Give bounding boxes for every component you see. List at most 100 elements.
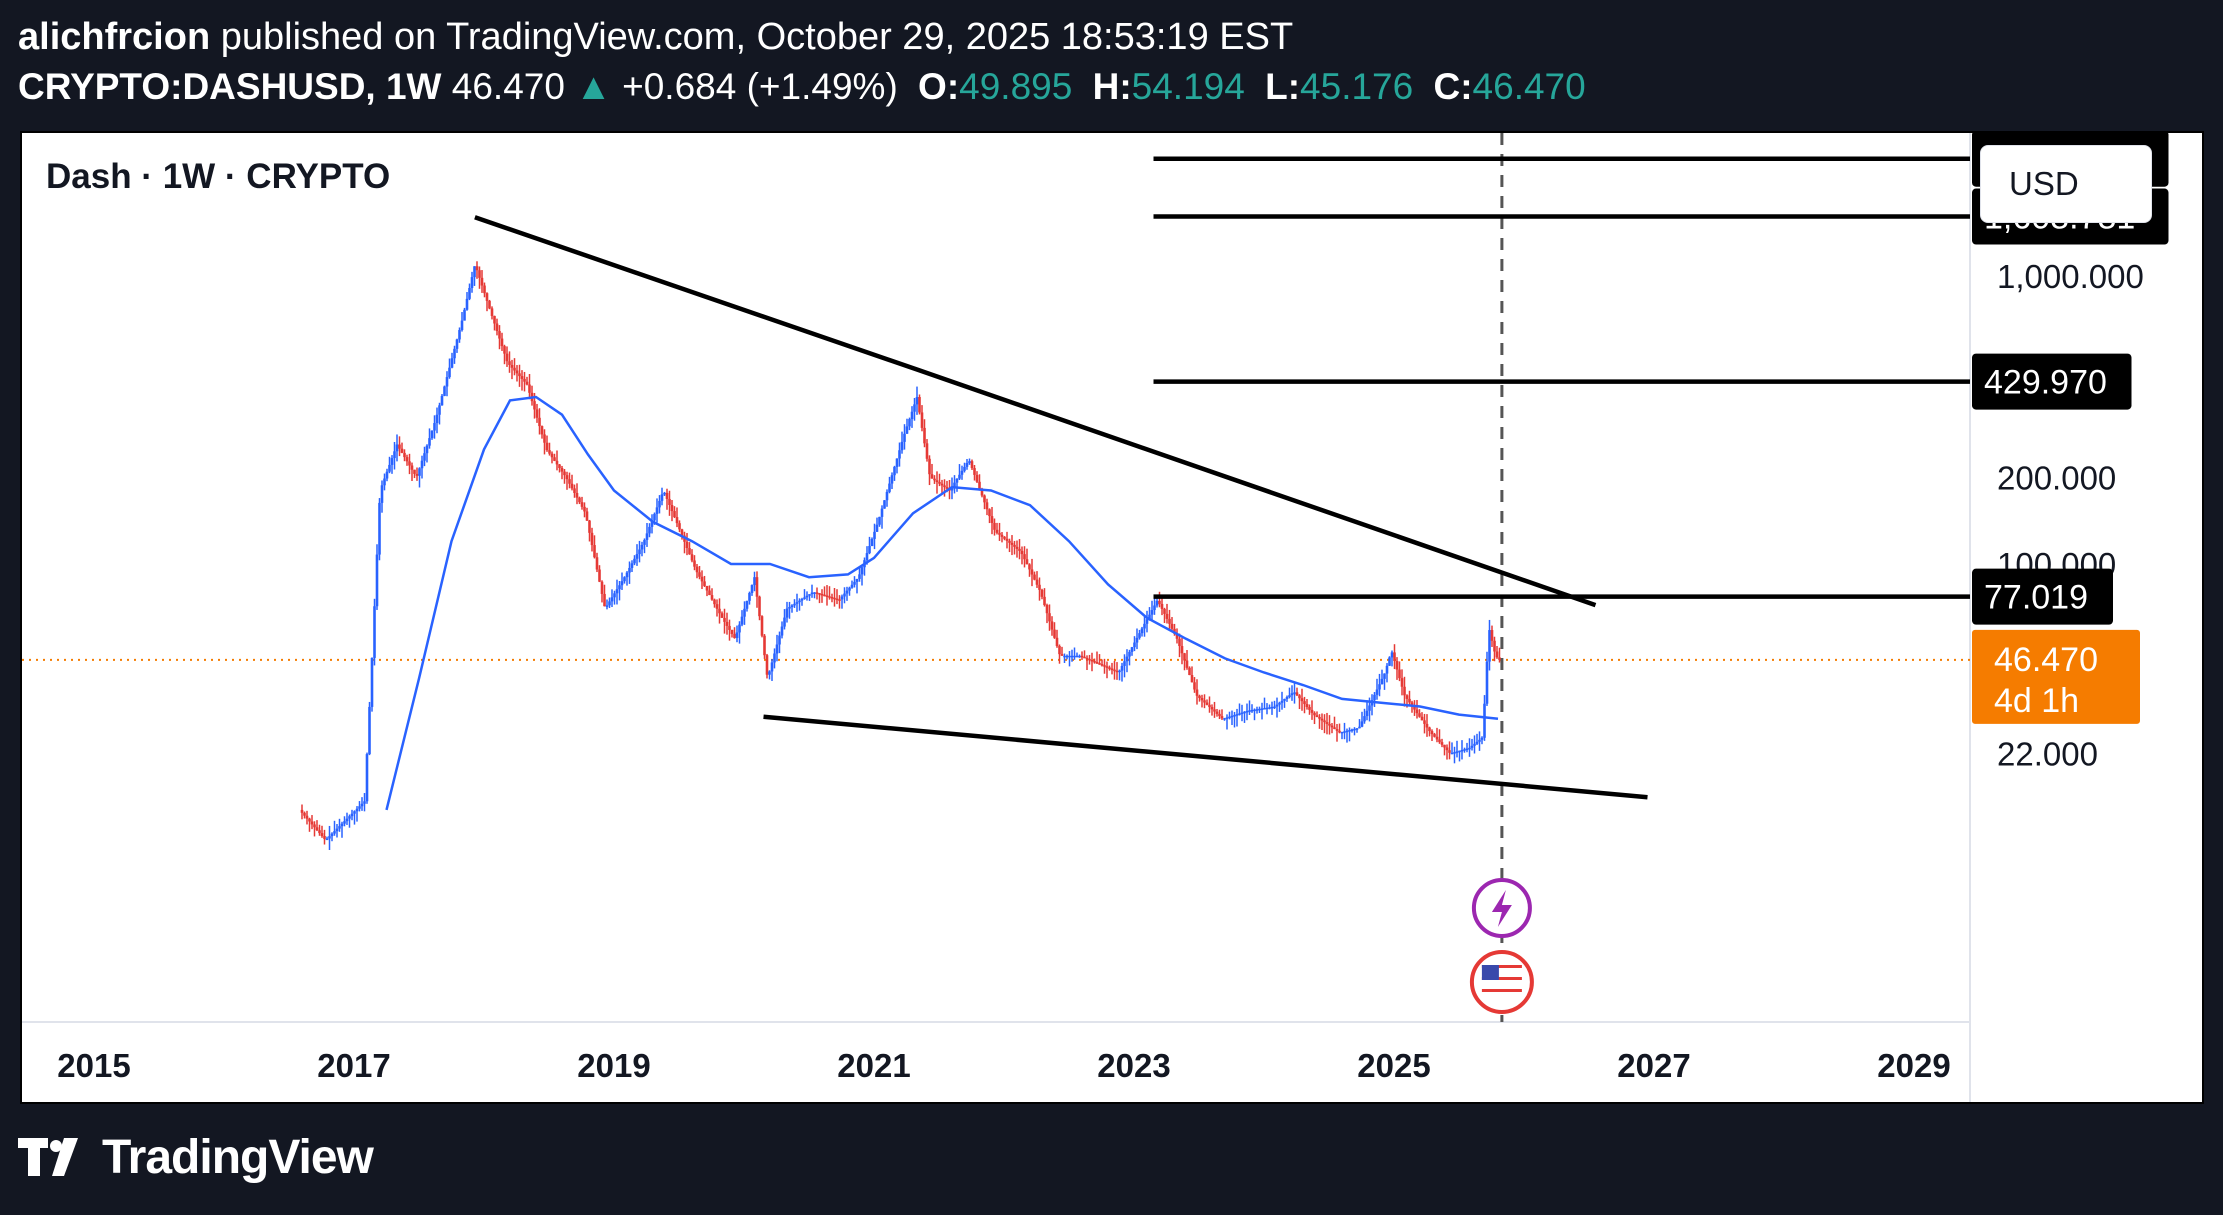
candle-body [465, 298, 469, 310]
candle-body [783, 617, 786, 627]
tradingview-logo[interactable]: TradingView [18, 1130, 374, 1185]
candle-body [793, 603, 796, 606]
candle-body [303, 812, 306, 816]
candle-body [580, 502, 584, 507]
candle-body [1468, 747, 1471, 750]
candle-body [1378, 684, 1381, 690]
candle-body [995, 529, 999, 533]
candle-body [1490, 630, 1494, 641]
candle-body [975, 474, 979, 482]
price-change: +0.684 (+1.49%) [622, 66, 898, 107]
candle-body [493, 315, 496, 324]
candle-body [1428, 727, 1431, 732]
candle-body [788, 607, 791, 609]
candle-body [1345, 730, 1349, 733]
candle-body [513, 367, 516, 371]
candle-body [763, 635, 766, 656]
candle-body [1040, 589, 1044, 597]
candle-body [1023, 554, 1026, 560]
candle-body [430, 430, 434, 439]
candle-body [1075, 655, 1079, 658]
candle-body [970, 461, 974, 469]
candle-body [1218, 713, 1221, 717]
candle-body [445, 377, 449, 387]
candle-body [390, 458, 394, 465]
candle-body [578, 497, 581, 503]
candle-body [338, 826, 341, 829]
candle-body [1083, 656, 1086, 659]
candle-body [1283, 698, 1286, 701]
candle-body [1203, 700, 1206, 703]
candle-body [693, 560, 696, 567]
high-label: H: [1092, 66, 1132, 107]
candle-body [320, 833, 324, 837]
candle-body [843, 593, 846, 597]
candle-body [675, 517, 679, 524]
candle-body [688, 548, 691, 555]
candle-body [518, 373, 521, 377]
candle-body [378, 502, 381, 555]
candle-body [395, 444, 399, 452]
candle-body [983, 495, 986, 503]
candle-body [928, 458, 931, 475]
up-arrow-icon: ▲ [575, 66, 612, 107]
candle-body [945, 487, 949, 489]
candle-body [1090, 659, 1094, 662]
candle-body [1465, 748, 1469, 751]
candle-body [893, 466, 896, 476]
candle-body [1400, 678, 1404, 687]
candle-body [1473, 743, 1476, 746]
candle-body [1085, 657, 1089, 660]
candle-body [1020, 550, 1024, 555]
candle-body [498, 331, 501, 339]
candle-body [1145, 619, 1149, 624]
flag-canton [1481, 965, 1499, 980]
candle-body [540, 426, 544, 435]
tradingview-logo-icon [18, 1136, 88, 1180]
candle-body [705, 585, 709, 591]
candle-body [1100, 664, 1104, 666]
candle-body [1105, 666, 1109, 668]
candle-body [605, 605, 609, 607]
candle-body [803, 597, 806, 599]
author-name[interactable]: alichfrcion [18, 16, 211, 58]
candle-body [1033, 574, 1036, 580]
candle-body [873, 531, 876, 539]
candle-body [635, 554, 639, 559]
candle-body [1073, 655, 1076, 658]
symbol-label[interactable]: CRYPTO:DASHUSD, 1W [18, 66, 442, 107]
candle-body [1275, 704, 1279, 707]
candle-body [798, 600, 801, 603]
candle-body [533, 401, 536, 410]
candle-body [1018, 548, 1021, 551]
currency-button[interactable]: USD [1980, 145, 2152, 223]
candle-body [903, 433, 906, 442]
candle-body [1060, 654, 1064, 656]
price-chart[interactable]: 4,000.0002,000.0001,000.000200.000100.00… [22, 133, 2202, 1102]
x-tick-label: 2029 [1877, 1047, 1950, 1084]
close-value: 46.470 [1472, 66, 1586, 107]
y-tick-label: 200.000 [1997, 459, 2116, 496]
open-label: O: [918, 66, 960, 107]
candle-body [1048, 613, 1051, 622]
candle-body [300, 809, 304, 813]
symbol-info-bar: CRYPTO:DASHUSD, 1W 46.470 ▲ +0.684 (+1.4… [18, 62, 1586, 112]
candle-body [1415, 709, 1419, 714]
candle-body [1255, 709, 1259, 711]
candle-body [860, 567, 864, 575]
candle-body [815, 592, 819, 594]
candle-body [505, 353, 509, 362]
candle-body [1435, 736, 1439, 740]
candle-body [1375, 689, 1379, 695]
candle-body [858, 574, 861, 579]
candle-body [1050, 621, 1054, 630]
candle-body [1290, 693, 1294, 696]
candle-body [1453, 752, 1456, 754]
candle-body [713, 599, 716, 605]
candle-body [1470, 745, 1474, 748]
candle-body [463, 309, 466, 321]
candle-body [1153, 605, 1156, 611]
candle-body [1065, 655, 1069, 658]
chart-panel[interactable]: 4,000.0002,000.0001,000.000200.000100.00… [20, 131, 2204, 1104]
candle-body [1225, 717, 1229, 719]
